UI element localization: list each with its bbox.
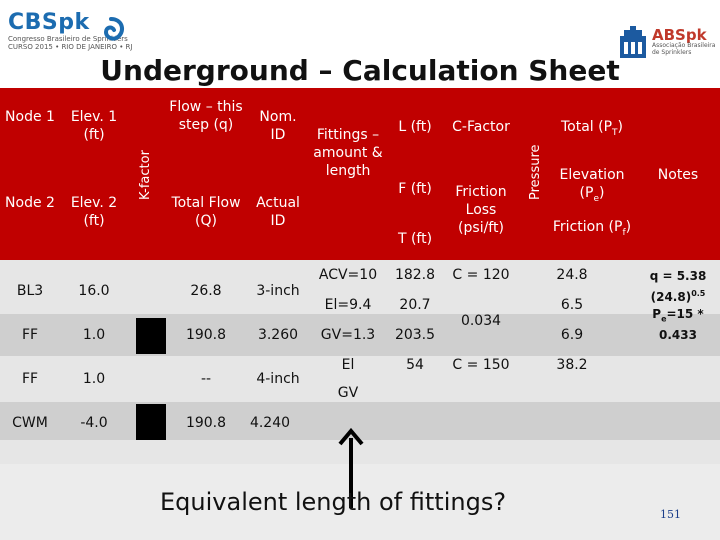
header-elevation-sub: e	[593, 193, 599, 204]
table-row-1-fitting-2: El=9.4	[324, 297, 372, 313]
header-notes: Notes	[657, 167, 699, 183]
header-actual-id: Actual ID	[256, 195, 300, 229]
table-row-2-total-flow: 190.8	[185, 327, 227, 343]
table-row-2-total-length: 203.5	[394, 327, 436, 343]
notes-line-3-p: P	[652, 307, 662, 321]
notes-line-4: 0.433	[659, 328, 697, 343]
table-row-1-elevation-pressure: 6.5	[560, 297, 584, 313]
header-flow-step: Flow – this step (q)	[169, 99, 243, 133]
notes-line-1: q = 5.38	[649, 269, 707, 283]
header-friction-sub: f	[622, 227, 626, 238]
caption: Equivalent length of fittings?	[160, 488, 507, 516]
cbspk-logo: CBSpk Congresso Brasileiro de Sprinklers…	[8, 10, 132, 51]
table-row-1-flow: 26.8	[190, 283, 222, 299]
header-t-ft: T (ft)	[397, 231, 433, 247]
table-row-2-node: FF	[21, 327, 39, 343]
table-row-3-length: 54	[406, 357, 424, 373]
table-header	[0, 88, 720, 260]
abspk-logo-text: ABSpk	[652, 26, 707, 44]
abspk-building-icon	[620, 26, 646, 58]
notes-line-3: Pe=15 *	[636, 306, 720, 327]
table-row-1-elev: 16.0	[78, 283, 110, 299]
row-band-4	[0, 402, 720, 440]
table-row-2-friction-pressure: 6.9	[560, 327, 584, 343]
table-row-1-length: 182.8	[394, 267, 436, 283]
header-total-pt-sub: T	[612, 127, 618, 138]
header-friction-loss: Friction Loss (psi/ft)	[455, 184, 507, 236]
row-band-2	[0, 314, 720, 356]
notes-line-2: (24.8)0.5	[636, 285, 720, 306]
header-l-ft: L (ft)	[398, 119, 432, 135]
cbspk-logo-text: CBSpk	[8, 10, 90, 35]
table-row-4-actual-id: 4.240	[249, 415, 291, 431]
header-elevation-label: Elevation (P	[559, 167, 625, 201]
row-band-1	[0, 260, 720, 314]
header-elev1: Elev. 1 (ft)	[70, 109, 118, 143]
table-row-4-node: CWM	[12, 415, 48, 431]
table-row-2-actual-id: 3.260	[257, 327, 299, 343]
table-row-3-fitting-1: El	[341, 357, 355, 373]
abspk-logo-subtitle: Associação Brasileira de Sprinklers	[652, 42, 716, 56]
header-f-ft: F (ft)	[398, 181, 432, 197]
table-row-1-total-pressure: 24.8	[556, 267, 588, 283]
page-number: 151	[660, 508, 681, 521]
table-row-1-fittings-length: 20.7	[399, 297, 431, 313]
header-c-factor: C-Factor	[452, 119, 510, 135]
header-friction-label: Friction (P	[552, 219, 623, 235]
header-total-pt: Total (PT)	[560, 119, 624, 138]
table-row-2-elev: 1.0	[82, 327, 106, 343]
header-node1: Node 1	[5, 109, 55, 125]
header-elevation-pe: Elevation (Pe)	[559, 167, 625, 204]
header-fittings: Fittings – amount & length	[313, 127, 383, 179]
table-row-1-c-factor: C = 120	[452, 267, 510, 283]
row-band-6	[0, 464, 720, 540]
table-row-1-nom: 3-inch	[256, 283, 300, 299]
kfactor-black-cell-2	[136, 404, 166, 440]
notes-line-3-sub: e	[661, 314, 667, 324]
cbspk-logo-subtitle: Congresso Brasileiro de Sprinklers	[8, 35, 128, 43]
notes-formula: q = 5.38 (24.8)0.5 Pe=15 * 0.433	[636, 268, 720, 344]
table-row-4-elev: -4.0	[80, 415, 108, 431]
cbspk-logo-subtitle-2: CURSO 2015 • RIO DE JANEIRO • RJ	[8, 43, 133, 51]
table-row-3-flow: --	[200, 371, 212, 387]
header-node2: Node 2	[5, 195, 55, 211]
table-row-3-total-pressure: 38.2	[556, 357, 588, 373]
table-row-2-fitting: GV=1.3	[320, 327, 376, 343]
header-nom-id: Nom. ID	[259, 109, 297, 143]
header-total-pt-label: Total (P	[560, 119, 613, 135]
row-band-3	[0, 356, 720, 402]
table-row-1-node: BL3	[16, 283, 44, 299]
table-row-2-friction-loss: 0.034	[460, 313, 502, 329]
header-kfactor: K-factor	[138, 150, 153, 200]
table-row-4-total-flow: 190.8	[185, 415, 227, 431]
table-row-3-elev: 1.0	[82, 371, 106, 387]
table-row-3-nom: 4-inch	[256, 371, 300, 387]
up-arrow-icon	[338, 428, 364, 508]
table-row-1-fitting-1: ACV=10	[318, 267, 378, 283]
header-elev2: Elev. 2 (ft)	[70, 195, 118, 229]
kfactor-black-cell-1	[136, 318, 166, 354]
page-title: Underground – Calculation Sheet	[100, 54, 620, 87]
header-total-flow: Total Flow (Q)	[171, 195, 241, 229]
header-friction-pf: Friction (Pf)	[552, 219, 632, 238]
notes-line-2-exp: 0.5	[691, 289, 706, 298]
table-row-3-fitting-2: GV	[337, 385, 359, 401]
notes-line-3-rest: =15 *	[666, 307, 704, 321]
notes-line-2-base: (24.8)	[650, 290, 692, 304]
table-row-3-c-factor: C = 150	[452, 357, 510, 373]
header-pressure: Pressure	[528, 144, 543, 200]
table-row-3-node: FF	[21, 371, 39, 387]
cbspk-swirl-icon	[103, 17, 125, 41]
